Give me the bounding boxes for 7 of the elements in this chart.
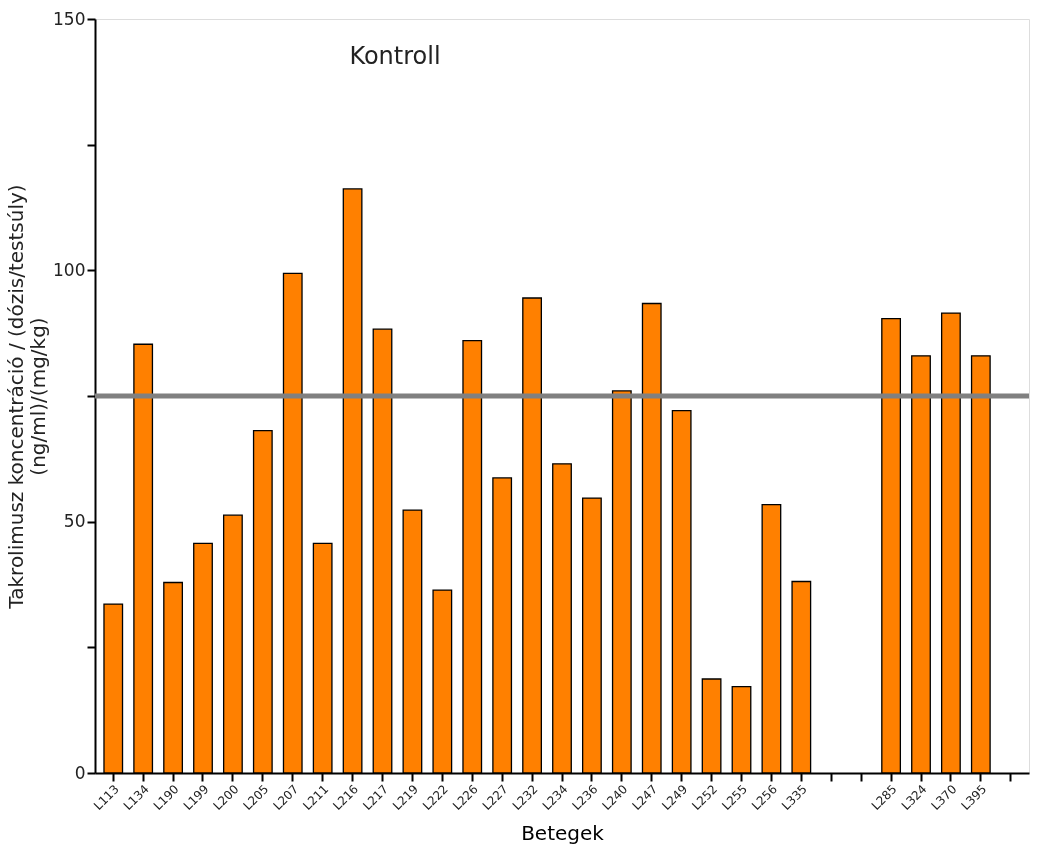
y-tick-label: 0 xyxy=(74,762,86,783)
annotation: Kontroll xyxy=(349,42,441,70)
y-tick-label: 50 xyxy=(63,511,86,532)
x-axis-title: Betegek xyxy=(521,821,605,846)
y-axis-title: Takrolimusz koncentráció / (dózis/testsúly) (ng/ml)/(mg/kg) xyxy=(4,184,51,610)
y-tick-label: 100 xyxy=(53,259,86,280)
y-tick-label: 150 xyxy=(53,8,86,29)
